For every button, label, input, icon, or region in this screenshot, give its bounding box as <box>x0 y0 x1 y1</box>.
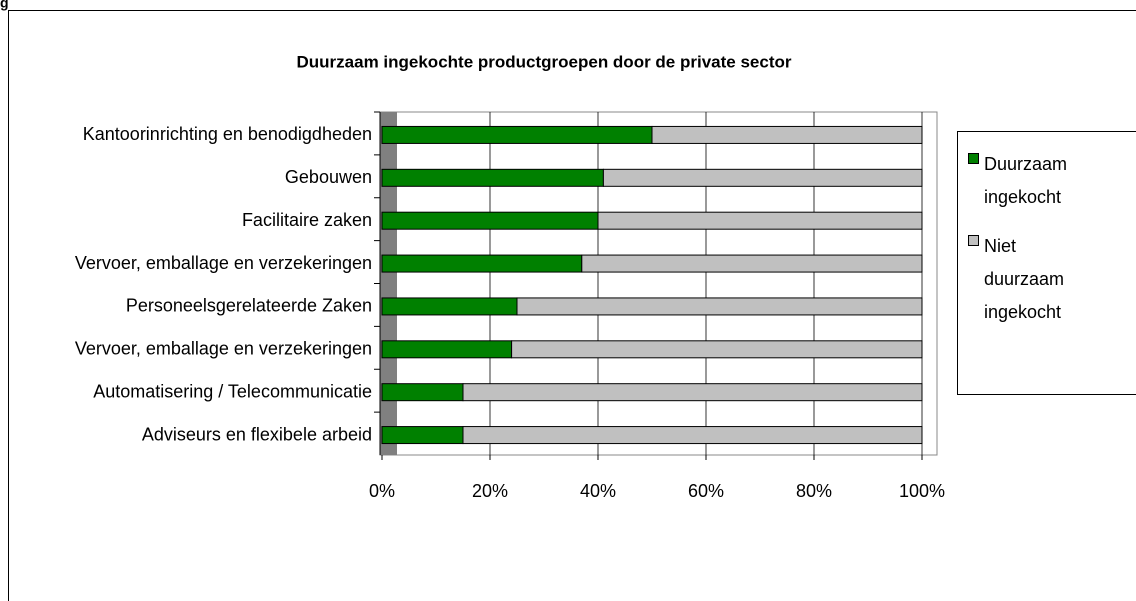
bar-segment <box>381 168 604 187</box>
bar-segment <box>511 340 923 359</box>
bar-segment <box>381 254 583 273</box>
bar-segment <box>581 254 923 273</box>
plot-area <box>379 111 938 456</box>
bar-segment <box>381 297 518 316</box>
bar-segment <box>381 125 653 144</box>
x-tick-label: 20% <box>472 481 508 501</box>
bar-segment <box>602 168 923 187</box>
y-tick-label: Gebouwen <box>285 167 372 187</box>
legend-label: Niet duurzaam ingekocht <box>984 236 1065 322</box>
x-tick-label: 40% <box>580 481 616 501</box>
legend-label: Duurzaam ingekocht <box>984 154 1068 207</box>
y-tick-label: Personeelsgerelateerde Zaken <box>126 296 372 316</box>
bar-segment <box>381 340 513 359</box>
x-tick-label: 0% <box>369 481 395 501</box>
legend-item: Niet duurzaam ingekocht <box>964 230 1094 329</box>
bar-segment <box>381 211 599 230</box>
x-tick-label: 60% <box>688 481 724 501</box>
bar-segment <box>381 383 464 402</box>
caption: g <box>0 0 9 11</box>
bar-segment <box>516 297 923 316</box>
legend-item: Duurzaam ingekocht <box>964 148 1094 214</box>
bar-segment <box>597 211 923 230</box>
x-tick-label: 100% <box>899 481 945 501</box>
legend: Duurzaam ingekocht Niet duurzaam ingekoch… <box>957 131 1136 395</box>
bar-segment <box>381 426 464 445</box>
bar-segment <box>462 383 923 402</box>
legend-swatch <box>968 235 979 246</box>
legend-swatch <box>968 153 979 164</box>
bar-segment <box>462 426 923 445</box>
bar-segment <box>651 125 923 144</box>
chart-border <box>8 10 1136 601</box>
y-tick-label: Kantoorinrichting en benodigdheden <box>83 124 372 144</box>
y-tick-label: Adviseurs en flexibele arbeid <box>142 424 372 444</box>
y-tick-label: Vervoer, emballage en verzekeringen <box>75 253 372 273</box>
plot-wall <box>380 112 397 455</box>
y-tick-label: Vervoer, emballage en verzekeringen <box>75 339 372 359</box>
x-tick-label: 80% <box>796 481 832 501</box>
y-tick-label: Facilitaire zaken <box>242 210 372 230</box>
chart-title: Duurzaam ingekochte productgroepen door … <box>297 52 792 71</box>
y-tick-label: Automatisering / Telecommunicatie <box>93 381 372 401</box>
